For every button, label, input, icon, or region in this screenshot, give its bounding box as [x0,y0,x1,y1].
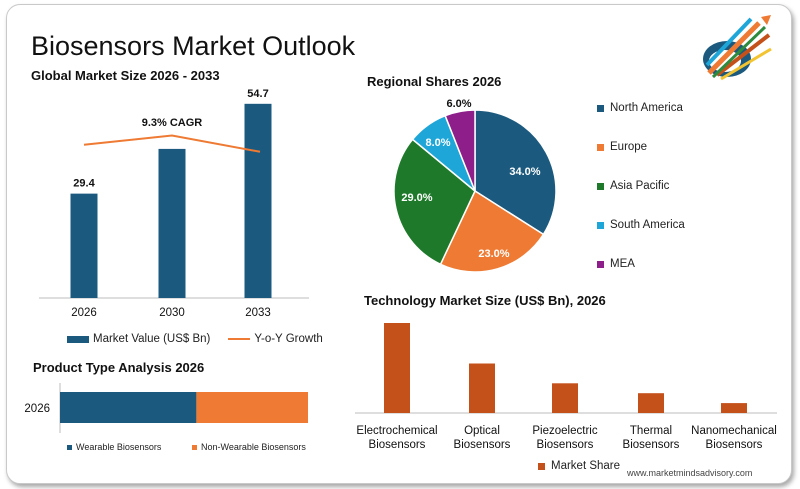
regional-legend-item: MEA [597,258,635,270]
regional-legend-item: Europe [597,141,647,153]
market-size-legend: Market Value (US$ Bn) Y-o-Y Growth [67,333,323,345]
market-size-bar [70,193,98,298]
technology-bar [469,363,495,413]
regional-legend-item: North America [597,102,683,114]
pie-slice [444,109,476,192]
regional-chart-title: Regional Shares 2026 [367,74,502,89]
technology-bar [638,393,664,413]
legend-label: Europe [610,141,648,153]
logo-icon [703,15,772,81]
product-tick-label: 2026 [24,403,50,415]
market-size-tick-label: 2026 [71,307,97,319]
product-bar-segment [60,392,197,423]
technology-legend: Market Share [538,460,620,472]
technology-chart-title: Technology Market Size (US$ Bn), 2026 [364,293,606,308]
legend-label: Non-Wearable Biosensors [201,442,306,452]
page-title: Biosensors Market Outlook [31,31,356,61]
technology-tick-label: Biosensors [369,439,426,451]
legend-label: North America [610,102,683,114]
technology-tick-label: Biosensors [537,439,594,451]
cagr-annotation: 9.3% CAGR [142,117,203,129]
product-legend-item: Non-Wearable Biosensors [192,442,306,452]
legend-swatch [597,104,604,112]
infographic-frame: Biosensors Market Outlook 29.4 2026 2030 54… [6,4,792,484]
legend-label: Y-o-Y Growth [254,333,323,345]
legend-label: South America [610,219,685,231]
legend-swatch [192,444,197,450]
legend-swatch [67,444,72,450]
technology-bar [721,403,747,413]
product-bar-segment [196,392,308,423]
market-size-tick-label: 2033 [245,307,271,319]
legend-swatch [597,260,604,268]
pie-data-label: 34.0% [509,166,540,178]
legend-swatch [67,335,89,343]
pie-data-label: 8.0% [425,137,450,149]
footer-url: www.marketmindsadvisory.com [627,468,753,478]
pie-slice [393,138,476,266]
technology-tick-label: Optical [464,425,500,437]
legend-label: Asia Pacific [610,180,670,192]
legend-label: Market Value (US$ Bn) [93,333,211,345]
market-size-bar [244,103,272,298]
technology-tick-label: Thermal [630,425,672,437]
market-size-data-label: 54.7 [247,88,268,100]
legend-label: Wearable Biosensors [76,442,162,452]
technology-bar [384,323,410,413]
legend-swatch [228,338,251,340]
technology-tick-label: Nanomechanical [691,425,777,437]
market-size-data-label: 29.4 [73,178,95,190]
technology-tick-label: Biosensors [454,439,511,451]
market-size-bar [158,148,186,298]
legend-swatch [597,182,604,190]
legend-label: Market Share [551,460,621,472]
pie-data-label: 6.0% [446,98,471,110]
technology-tick-label: Piezoelectric [532,425,597,437]
growth-line [83,134,261,153]
technology-tick-label: Biosensors [623,439,680,451]
charts-canvas: 29.4 2026 2030 54.7 2033 9.3% CAGR 34.0% 23.0% 2… [24,88,777,451]
technology-tick-label: Electrochemical [356,425,437,437]
product-legend-item: Wearable Biosensors [67,442,161,452]
product-type-chart-title: Product Type Analysis 2026 [33,360,205,375]
legend-label: MEA [610,258,635,270]
regional-legend-item: South America [597,219,685,231]
pie-data-label: 23.0% [478,248,509,260]
technology-bar [552,383,578,413]
pie-data-label: 29.0% [401,192,432,204]
market-size-chart-title: Global Market Size 2026 - 2033 [31,68,220,83]
technology-tick-label: Biosensors [706,439,763,451]
regional-legend-item: Asia Pacific [597,180,669,192]
legend-swatch [597,221,604,229]
legend-swatch [538,462,545,470]
legend-swatch [597,143,604,151]
market-size-tick-label: 2030 [159,307,185,319]
